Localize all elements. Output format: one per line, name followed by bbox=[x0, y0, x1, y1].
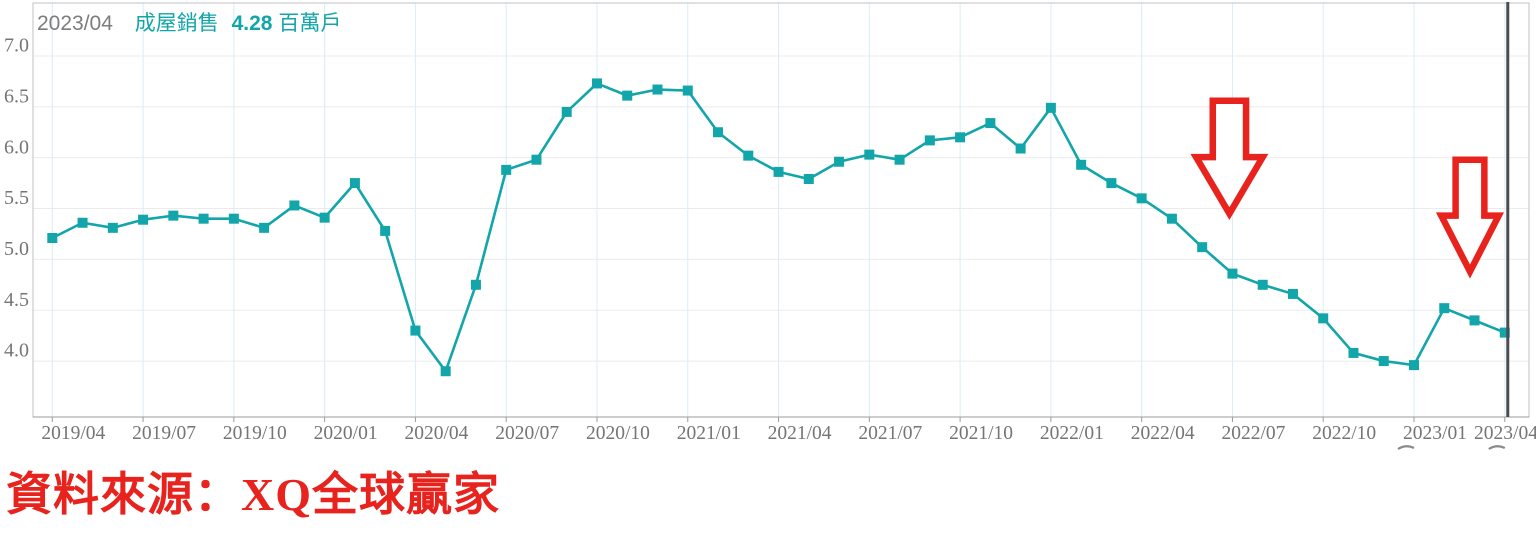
data-point-marker[interactable] bbox=[319, 212, 330, 223]
data-point-marker[interactable] bbox=[682, 85, 693, 96]
data-point-marker[interactable] bbox=[198, 213, 209, 224]
x-axis-tick-label: 2023/01 bbox=[1403, 423, 1467, 444]
data-point-marker[interactable] bbox=[138, 214, 149, 225]
data-point-marker[interactable] bbox=[289, 200, 300, 211]
plot-border bbox=[32, 2, 1530, 418]
data-point-marker[interactable] bbox=[1257, 279, 1268, 290]
data-point-marker[interactable] bbox=[1469, 315, 1480, 326]
data-point-marker[interactable] bbox=[1227, 268, 1238, 279]
data-point-marker[interactable] bbox=[1136, 193, 1147, 204]
series-value-label: 4.28 bbox=[231, 12, 273, 35]
data-point-marker[interactable] bbox=[1287, 288, 1298, 299]
data-point-marker[interactable] bbox=[168, 210, 179, 221]
data-point-marker[interactable] bbox=[1348, 347, 1359, 358]
data-point-marker[interactable] bbox=[410, 325, 421, 336]
data-point-marker[interactable] bbox=[470, 279, 481, 290]
x-axis-tick-label: 2020/07 bbox=[495, 423, 559, 444]
x-axis-tick-label: 2019/10 bbox=[223, 423, 287, 444]
data-point-marker[interactable] bbox=[1106, 178, 1117, 189]
x-axis-tick-label: 2020/04 bbox=[404, 423, 468, 444]
series-unit-label: 百萬戶 bbox=[278, 12, 342, 35]
x-axis-tick-label: 2021/01 bbox=[677, 423, 741, 444]
data-source-note: 資料來源：XQ全球贏家 bbox=[6, 469, 500, 520]
x-axis-tick-label: 2020/10 bbox=[586, 423, 650, 444]
x-axis-tick-label: 2021/04 bbox=[768, 423, 832, 444]
data-point-marker[interactable] bbox=[591, 78, 602, 89]
x-axis-tick-label: 2022/01 bbox=[1040, 423, 1104, 444]
data-point-marker[interactable] bbox=[259, 222, 270, 233]
y-axis-tick-label: 4.0 bbox=[4, 340, 29, 362]
chart-legend-header: 2023/04 成屋銷售 4.28 百萬戶 bbox=[37, 7, 341, 37]
x-axis-tick-label: 2020/01 bbox=[314, 423, 378, 444]
data-point-marker[interactable] bbox=[531, 154, 542, 165]
data-point-marker[interactable] bbox=[894, 154, 905, 165]
data-point-marker[interactable] bbox=[107, 222, 118, 233]
data-point-marker[interactable] bbox=[1499, 327, 1510, 338]
data-point-marker[interactable] bbox=[1318, 313, 1329, 324]
label-underline-mark bbox=[1488, 445, 1506, 450]
y-axis-tick-label: 5.5 bbox=[4, 187, 29, 209]
y-axis-tick-label: 6.0 bbox=[4, 136, 29, 158]
data-point-marker[interactable] bbox=[228, 213, 239, 224]
data-point-marker[interactable] bbox=[349, 178, 360, 189]
data-point-marker[interactable] bbox=[743, 150, 754, 161]
data-point-marker[interactable] bbox=[622, 90, 633, 101]
data-point-marker[interactable] bbox=[1409, 360, 1419, 371]
label-underline-mark bbox=[1397, 445, 1415, 450]
series-name-label: 成屋銷售 bbox=[134, 12, 219, 35]
data-point-marker[interactable] bbox=[985, 118, 996, 129]
y-axis-tick-label: 6.5 bbox=[4, 85, 29, 107]
data-point-marker[interactable] bbox=[864, 149, 875, 160]
x-axis-tick-label: 2022/04 bbox=[1131, 423, 1195, 444]
data-point-marker[interactable] bbox=[1378, 356, 1389, 367]
x-axis-tick-label: 2019/04 bbox=[41, 423, 105, 444]
data-point-marker[interactable] bbox=[1439, 303, 1450, 314]
data-point-marker[interactable] bbox=[924, 135, 935, 146]
data-point-marker[interactable] bbox=[380, 225, 391, 236]
data-point-marker[interactable] bbox=[803, 174, 814, 185]
data-point-marker[interactable] bbox=[1045, 102, 1056, 113]
data-point-marker[interactable] bbox=[652, 84, 663, 95]
data-point-marker[interactable] bbox=[47, 233, 58, 244]
x-axis-tick-label: 2021/07 bbox=[858, 423, 922, 444]
data-point-marker[interactable] bbox=[1166, 213, 1177, 224]
data-point-marker[interactable] bbox=[1197, 242, 1208, 253]
data-point-marker[interactable] bbox=[561, 106, 572, 117]
cursor-date-label: 2023/04 bbox=[37, 12, 113, 35]
x-axis-tick-label: 2022/07 bbox=[1221, 423, 1285, 444]
sales-line-chart: 2019/04 2019/07 2019/10 2020/01 2020/04 2020/… bbox=[4, 2, 1536, 450]
data-point-marker[interactable] bbox=[77, 217, 88, 228]
x-axis-tick-label: 2023/04 bbox=[1474, 423, 1536, 444]
down-arrow-annotation-icon bbox=[1435, 156, 1505, 279]
y-axis-tick-label: 7.0 bbox=[4, 35, 29, 57]
data-point-marker[interactable] bbox=[955, 132, 966, 143]
x-axis-tick-label: 2021/10 bbox=[949, 423, 1013, 444]
data-point-marker[interactable] bbox=[713, 127, 724, 138]
data-point-marker[interactable] bbox=[1015, 143, 1026, 154]
data-point-marker[interactable] bbox=[440, 366, 451, 377]
data-point-marker[interactable] bbox=[773, 166, 784, 177]
data-point-marker[interactable] bbox=[834, 156, 845, 167]
y-axis-tick-label: 4.5 bbox=[4, 289, 29, 311]
down-arrow-annotation-icon bbox=[1190, 97, 1269, 220]
x-axis-tick-label: 2019/07 bbox=[132, 423, 196, 444]
x-axis-tick-label: 2022/10 bbox=[1312, 423, 1376, 444]
data-point-marker[interactable] bbox=[501, 164, 512, 175]
data-point-marker[interactable] bbox=[1076, 159, 1087, 170]
y-axis-tick-label: 5.0 bbox=[4, 238, 29, 260]
